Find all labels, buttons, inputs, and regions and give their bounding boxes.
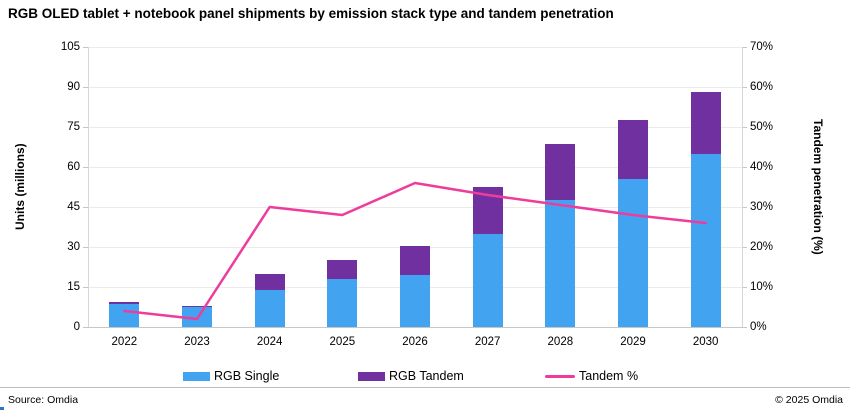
legend-label: RGB Tandem: [389, 369, 464, 383]
chart-title: RGB OLED tablet + notebook panel shipmen…: [8, 6, 614, 21]
right-tick-mark: [742, 287, 747, 288]
bar-rgb-tandem: [327, 260, 358, 279]
x-axis-tick-label: 2022: [111, 336, 138, 348]
right-axis-tick-label: 50%: [750, 121, 774, 133]
left-tick-mark: [83, 167, 88, 168]
right-axis-tick-label: 0%: [750, 321, 767, 333]
legend-label: RGB Single: [214, 369, 280, 383]
logo-fragment: [0, 407, 4, 410]
right-tick-mark: [742, 47, 747, 48]
left-axis-tick-label: 30: [67, 241, 80, 253]
bar-rgb-single: [109, 303, 140, 327]
right-axis-tick-label: 20%: [750, 241, 774, 253]
bar-rgb-single: [182, 306, 212, 327]
legend-label: Tandem %: [579, 369, 639, 383]
right-axis-tick-label: 10%: [750, 281, 774, 293]
right-axis-tick-label: 30%: [750, 201, 774, 213]
right-tick-mark: [742, 87, 747, 88]
x-axis-tick-label: 2024: [256, 336, 283, 348]
gridline: [88, 167, 742, 168]
right-axis-title: Tandem penetration (%): [811, 119, 825, 255]
bar-rgb-tandem: [690, 92, 721, 154]
bar-rgb-single: [254, 289, 285, 327]
gridline: [88, 127, 742, 128]
right-tick-mark: [742, 207, 747, 208]
bar-rgb-tandem: [618, 120, 648, 179]
left-tick-mark: [83, 287, 88, 288]
footer-copyright: © 2025 Omdia: [775, 394, 843, 406]
right-tick-mark: [742, 247, 747, 248]
x-axis-tick-label: 2030: [692, 336, 719, 348]
bar-rgb-tandem: [400, 245, 430, 275]
left-axis-tick-label: 90: [67, 81, 80, 93]
bar-rgb-tandem: [182, 305, 212, 307]
gridline: [88, 47, 742, 48]
left-axis-tick-label: 75: [67, 121, 80, 133]
bar-rgb-tandem: [545, 144, 576, 201]
left-axis-title: Units (millions): [13, 143, 27, 231]
right-tick-mark: [742, 127, 747, 128]
left-axis-line: [88, 47, 89, 327]
footer-source: Source: Omdia: [8, 394, 79, 406]
bar-rgb-single: [545, 200, 576, 327]
x-axis-tick-label: 2029: [620, 336, 646, 348]
left-tick-mark: [83, 87, 88, 88]
right-axis-tick-label: 40%: [750, 161, 774, 173]
legend-color-swatch: [183, 371, 210, 381]
bar-rgb-single: [327, 279, 358, 327]
right-axis-tick-label: 70%: [750, 41, 774, 53]
x-axis-tick-label: 2027: [474, 336, 501, 348]
legend-item-rgb-tandem: RGB Tandem: [358, 368, 464, 384]
x-axis-line: [88, 327, 742, 328]
right-axis-tick-label: 60%: [750, 81, 774, 93]
left-tick-mark: [83, 327, 88, 328]
x-axis-tick-label: 2025: [329, 336, 356, 348]
footer-divider: [0, 387, 850, 388]
bar-rgb-single: [618, 179, 648, 327]
legend-item-tandem-: Tandem %: [545, 368, 638, 384]
gridline: [88, 87, 742, 88]
left-axis-tick-label: 60: [67, 161, 80, 173]
x-axis-tick-label: 2026: [402, 336, 428, 348]
right-tick-mark: [742, 167, 747, 168]
bar-rgb-single: [400, 275, 430, 327]
x-axis-tick-label: 2023: [184, 336, 210, 348]
left-tick-mark: [83, 47, 88, 48]
bar-rgb-single: [472, 233, 503, 327]
left-axis-tick-label: 45: [67, 201, 80, 213]
bar-rgb-tandem: [472, 187, 503, 234]
bar-rgb-single: [690, 153, 721, 327]
left-tick-mark: [83, 207, 88, 208]
left-tick-mark: [83, 127, 88, 128]
right-tick-mark: [742, 327, 747, 328]
bar-rgb-tandem: [109, 302, 140, 304]
legend-color-swatch: [358, 371, 385, 381]
x-axis-tick-label: 2028: [547, 336, 574, 348]
legend-item-rgb-single: RGB Single: [183, 368, 279, 384]
left-axis-tick-label: 105: [60, 41, 80, 53]
legend-line-swatch: [545, 374, 575, 378]
bar-rgb-tandem: [254, 273, 285, 290]
left-axis-tick-label: 15: [67, 281, 80, 293]
left-axis-tick-label: 0: [73, 321, 80, 333]
left-tick-mark: [83, 247, 88, 248]
right-axis-line: [742, 47, 743, 327]
